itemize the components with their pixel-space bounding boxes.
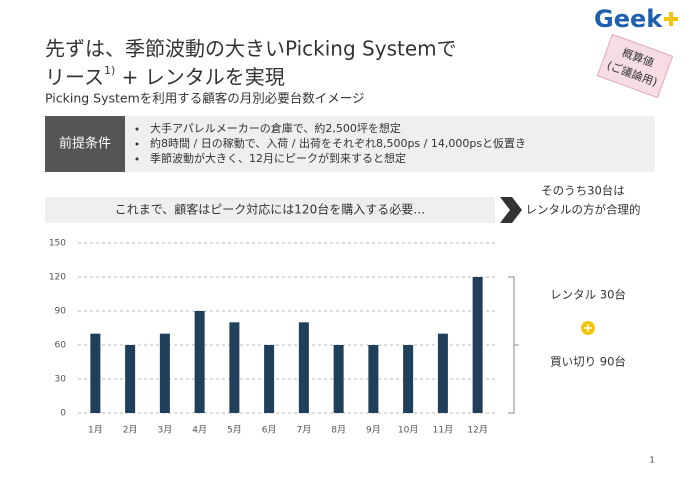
y-tick-label: 30: [55, 375, 67, 385]
premise-item: 大手アパレルメーカーの倉庫で、約2,500坪を想定: [150, 121, 401, 135]
x-tick-label: 2月: [123, 425, 138, 436]
purchase-label: 買い切り 90台: [550, 355, 626, 369]
y-tick-label: 120: [49, 273, 66, 283]
chart-title-box: [45, 197, 495, 223]
subtitle: Picking Systemを利用する顧客の月別必要台数イメージ: [45, 91, 365, 106]
x-tick-label: 5月: [227, 425, 242, 436]
bar: [125, 345, 136, 413]
bullet: [135, 142, 139, 146]
x-tick-label: 11月: [433, 425, 453, 436]
title: リース1) + レンタルを実現: [45, 64, 285, 89]
bar: [229, 322, 240, 413]
bar: [194, 311, 205, 413]
bullet: [135, 157, 139, 161]
bar: [403, 345, 414, 413]
title-sup: 1): [104, 64, 115, 77]
bar: [368, 345, 379, 413]
bar: [298, 322, 309, 413]
premise-item: 季節波動が大きく、12月にピークが到来すると想定: [150, 151, 406, 165]
logo: Geek: [594, 5, 663, 33]
title-part: リース: [45, 65, 104, 89]
callout: そのうち30台は: [541, 184, 625, 198]
bar: [264, 345, 275, 413]
x-tick-label: 6月: [262, 425, 277, 436]
logo-plus: [664, 12, 678, 26]
x-tick-label: 1月: [88, 425, 103, 436]
page-number: 1: [649, 456, 654, 465]
arrow: [500, 197, 522, 223]
premise-item: 約8時間 / 日の稼動で、入荷 / 出荷をそれぞれ8,500ps / 14,00…: [150, 136, 526, 150]
x-tick-label: 10月: [398, 425, 418, 436]
title-part: + レンタルを実現: [115, 65, 284, 89]
x-tick-label: 12月: [467, 425, 487, 436]
y-tick-label: 90: [55, 307, 67, 317]
x-tick-label: 7月: [297, 425, 312, 436]
plus-icon-mark: [584, 324, 592, 332]
bar: [159, 333, 170, 413]
x-tick-label: 4月: [192, 425, 207, 436]
callout: レンタルの方が合理的: [526, 203, 641, 217]
premise-label-box: [45, 116, 125, 172]
x-tick-label: 9月: [366, 425, 381, 436]
x-tick-label: 3月: [158, 425, 173, 436]
x-tick-label: 8月: [331, 425, 346, 436]
bracket: [508, 276, 519, 414]
premise-box: [45, 116, 655, 172]
bar: [437, 333, 448, 413]
stamp-box: [596, 33, 674, 99]
premise-label: 前提条件: [59, 136, 111, 152]
y-tick-label: 0: [60, 409, 66, 419]
y-tick-label: 60: [55, 341, 67, 351]
bar: [333, 345, 344, 413]
stamp: 概算値 (ご議論用): [596, 33, 674, 99]
bar: [90, 333, 101, 413]
rental-label: レンタル 30台: [550, 288, 626, 302]
chart-title: これまで、顧客はピーク対応には120台を購入する必要…: [115, 202, 425, 217]
y-tick-label: 150: [49, 239, 66, 249]
title: 先ずは、季節波動の大きいPicking Systemで: [45, 37, 457, 61]
bar: [472, 277, 483, 413]
bullet: [135, 127, 139, 131]
